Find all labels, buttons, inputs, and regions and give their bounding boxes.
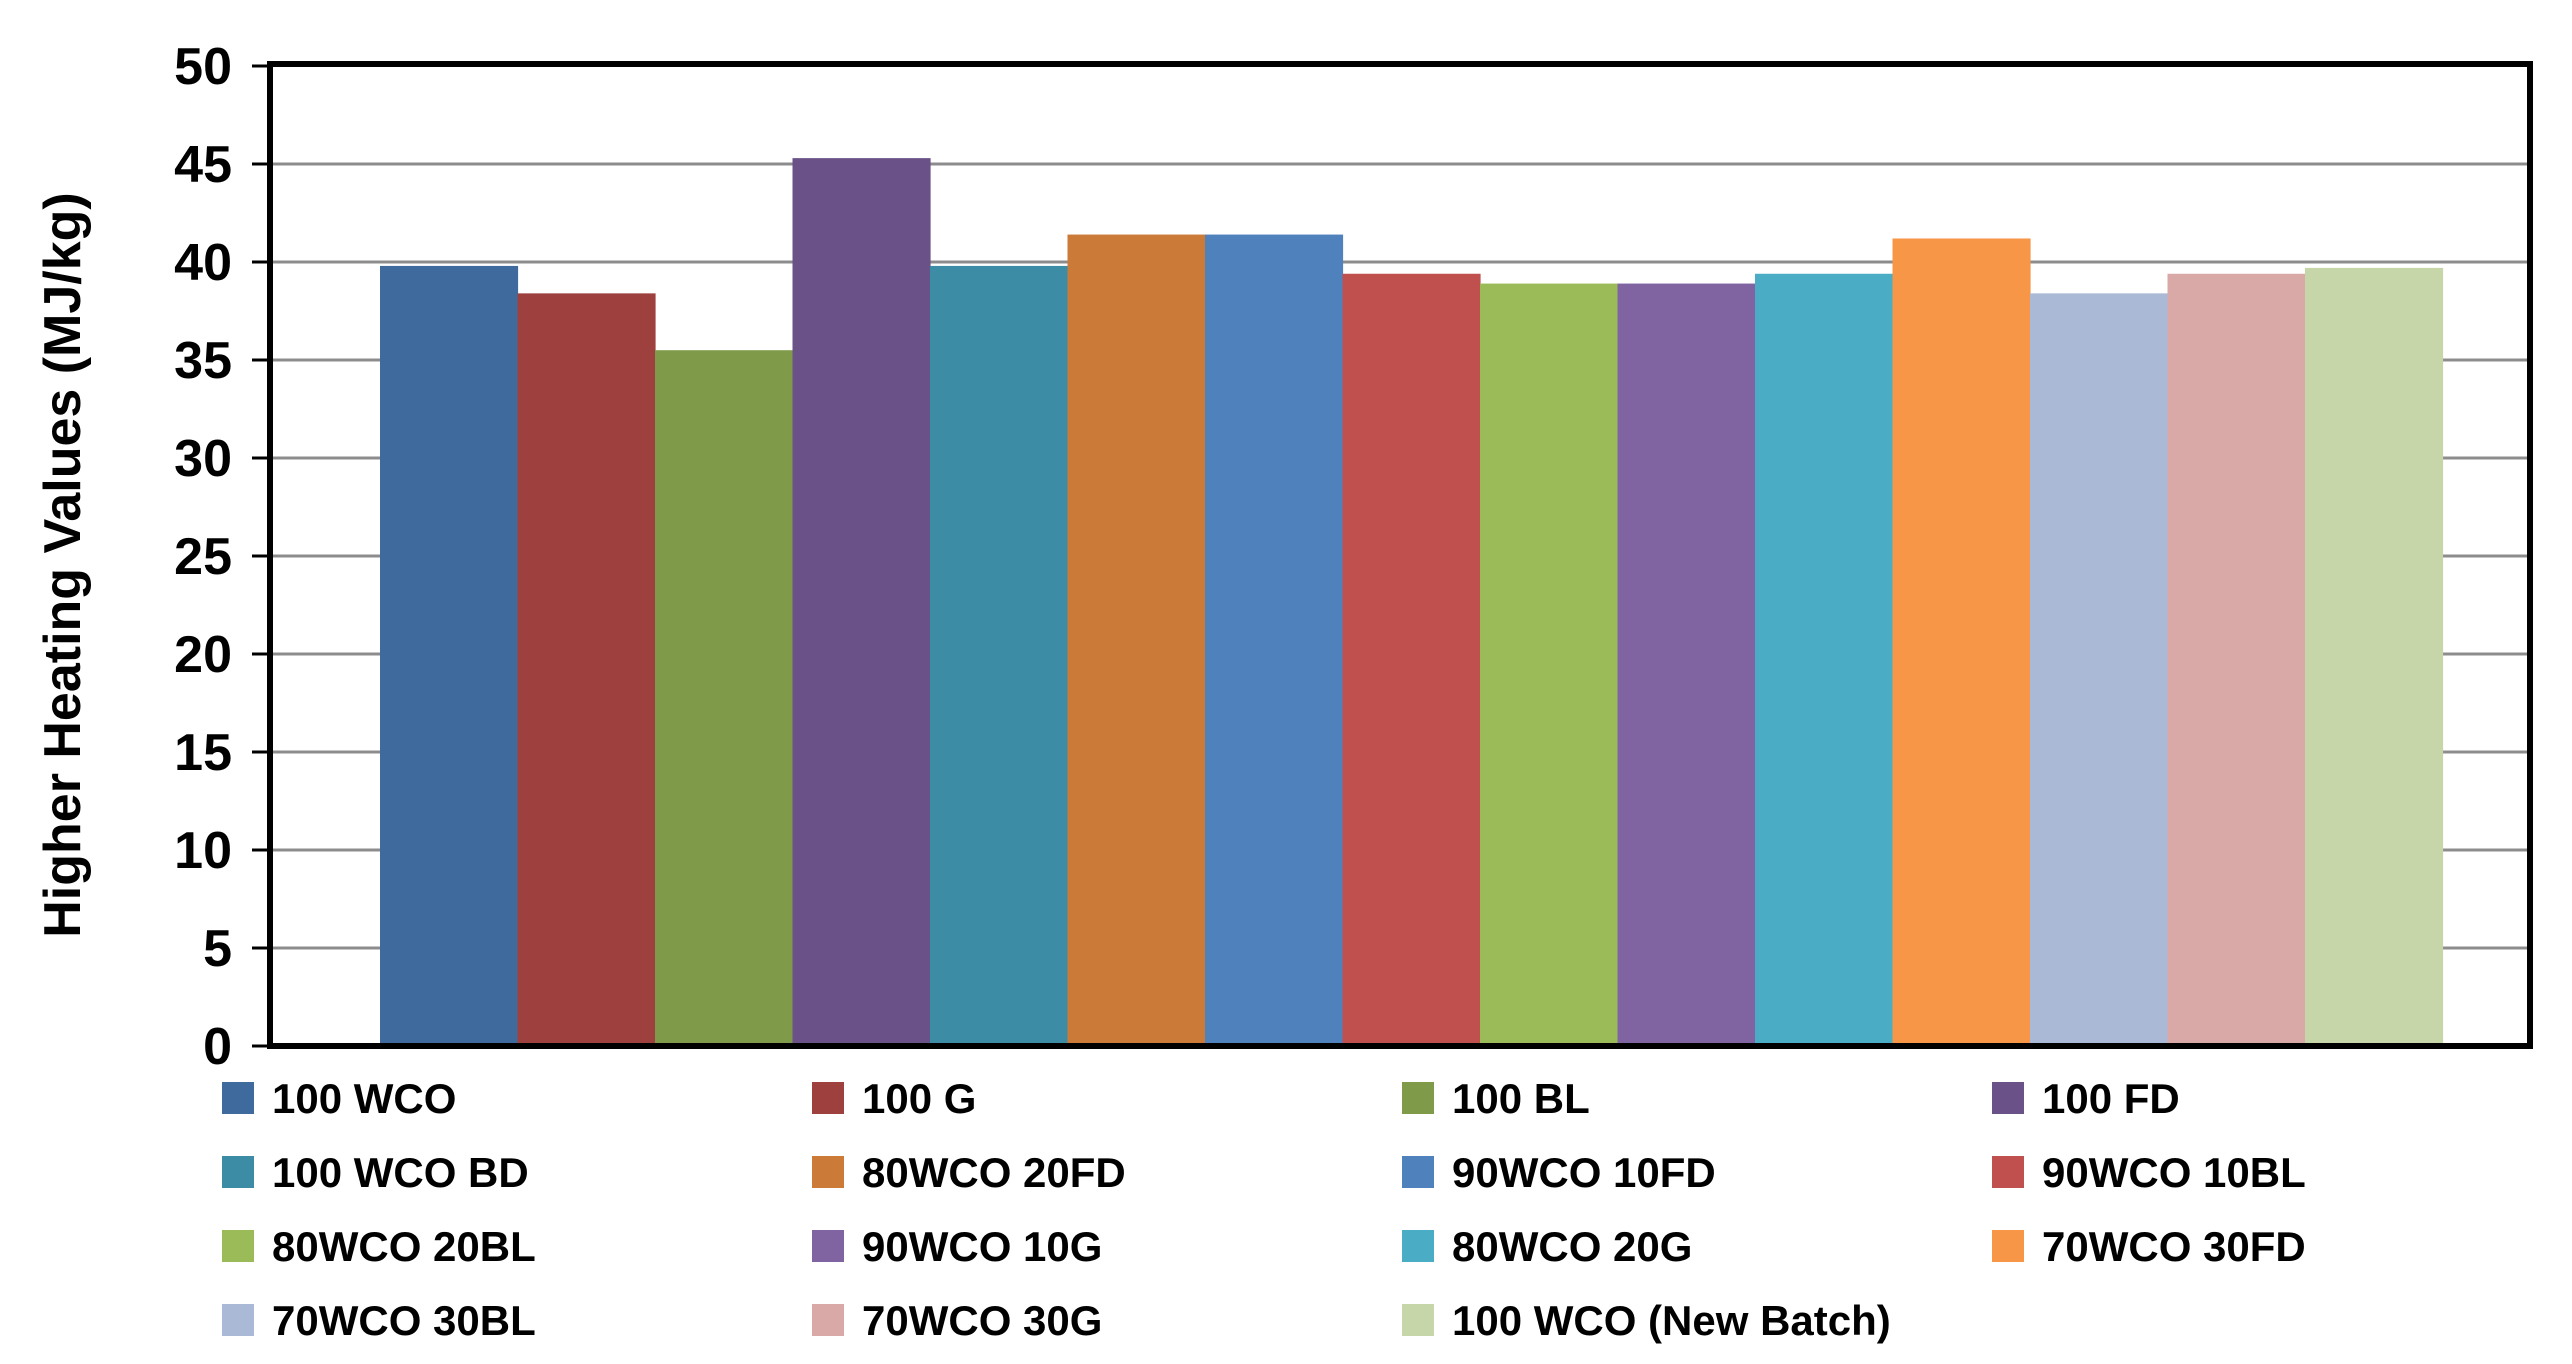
legend-swatch: [1402, 1082, 1434, 1114]
legend-item: 90WCO 10FD: [1402, 1149, 1716, 1196]
legend-item: 90WCO 10BL: [1992, 1149, 2306, 1196]
bars: [380, 158, 2444, 1047]
bar: [1892, 238, 2031, 1047]
y-tick-label: 50: [174, 38, 232, 96]
y-tick-label: 15: [174, 724, 232, 782]
y-tick-label: 5: [203, 920, 232, 978]
y-tick-label: 20: [174, 626, 232, 684]
bar: [1617, 283, 1756, 1046]
legend-label: 80WCO 20BL: [272, 1223, 536, 1270]
legend-swatch: [222, 1156, 254, 1188]
legend-label: 100 BL: [1452, 1075, 1590, 1122]
legend-label: 70WCO 30G: [862, 1297, 1102, 1344]
y-tick-label: 45: [174, 136, 232, 194]
bar: [1067, 234, 1206, 1046]
legend-item: 70WCO 30BL: [222, 1297, 536, 1344]
legend-swatch: [812, 1304, 844, 1336]
legend-swatch: [812, 1230, 844, 1262]
legend: 100 WCO 100 G 100 BL 100 FD 100 WCO BD 80WCO …: [222, 1075, 2306, 1344]
bar: [380, 265, 519, 1046]
legend-item: 80WCO 20FD: [812, 1149, 1126, 1196]
y-tick-label: 10: [174, 822, 232, 880]
legend-item: 100 BL: [1402, 1075, 1590, 1122]
y-tick-label: 0: [203, 1018, 232, 1076]
legend-item: 100 WCO: [222, 1075, 456, 1122]
legend-item: 90WCO 10G: [812, 1223, 1102, 1270]
y-tick-label: 25: [174, 528, 232, 586]
bar: [1342, 273, 1481, 1046]
legend-label: 100 WCO (New Batch): [1452, 1297, 1891, 1344]
legend-label: 70WCO 30FD: [2042, 1223, 2306, 1270]
legend-item: 80WCO 20BL: [222, 1223, 536, 1270]
legend-swatch: [1992, 1230, 2024, 1262]
legend-swatch: [812, 1082, 844, 1114]
legend-item: 70WCO 30G: [812, 1297, 1102, 1344]
bar: [655, 350, 794, 1046]
legend-label: 90WCO 10G: [862, 1223, 1102, 1270]
y-tick-label: 35: [174, 332, 232, 390]
bar: [1205, 234, 1344, 1046]
legend-label: 100 G: [862, 1075, 976, 1122]
legend-swatch: [1992, 1082, 2024, 1114]
legend-swatch: [222, 1082, 254, 1114]
y-tick-label: 40: [174, 234, 232, 292]
legend-label: 90WCO 10FD: [1452, 1149, 1716, 1196]
legend-swatch: [1402, 1304, 1434, 1336]
bar: [2030, 293, 2169, 1046]
bar: [2305, 267, 2444, 1046]
y-tick-label: 30: [174, 430, 232, 488]
legend-item: 80WCO 20G: [1402, 1223, 1692, 1270]
legend-item: 100 G: [812, 1075, 976, 1122]
bar: [1480, 283, 1619, 1046]
legend-swatch: [1402, 1156, 1434, 1188]
legend-swatch: [222, 1304, 254, 1336]
y-axis-ticks: 0 5 10 15 20 25 30 35 40 45 50: [174, 38, 270, 1076]
legend-swatch: [812, 1156, 844, 1188]
bar: [2167, 273, 2306, 1046]
legend-item: 100 WCO (New Batch): [1402, 1297, 1891, 1344]
legend-item: 100 FD: [1992, 1075, 2180, 1122]
bar: [1755, 273, 1894, 1046]
legend-item: 70WCO 30FD: [1992, 1223, 2306, 1270]
legend-label: 100 WCO: [272, 1075, 456, 1122]
bar: [930, 265, 1069, 1046]
legend-swatch: [1402, 1230, 1434, 1262]
legend-label: 80WCO 20G: [1452, 1223, 1692, 1270]
legend-label: 70WCO 30BL: [272, 1297, 536, 1344]
legend-item: 100 WCO BD: [222, 1149, 529, 1196]
y-axis-title: Higher Heating Values (MJ/kg): [34, 192, 92, 938]
legend-label: 80WCO 20FD: [862, 1149, 1126, 1196]
legend-swatch: [1992, 1156, 2024, 1188]
bar: [792, 158, 931, 1046]
legend-label: 100 FD: [2042, 1075, 2180, 1122]
legend-swatch: [222, 1230, 254, 1262]
bar: [517, 293, 656, 1046]
legend-label: 100 WCO BD: [272, 1149, 529, 1196]
legend-label: 90WCO 10BL: [2042, 1149, 2306, 1196]
